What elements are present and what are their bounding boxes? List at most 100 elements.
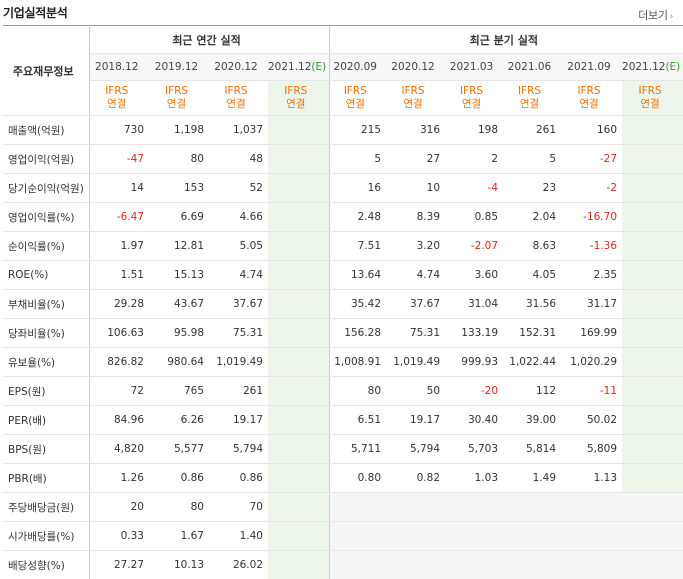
value-cell xyxy=(328,550,387,579)
value-cell: 37.67 xyxy=(209,289,268,319)
table-row: 시가배당률(%) 0.33 1.67 1.40 xyxy=(3,521,683,551)
basis-scope: 연결 xyxy=(107,98,127,110)
value-cell: 4,820 xyxy=(89,434,149,464)
more-link[interactable]: 더보기 › xyxy=(638,7,673,23)
value-cell: 4.05 xyxy=(503,260,562,290)
value-cell: 2.04 xyxy=(503,202,562,232)
value-cell: 133.19 xyxy=(445,318,504,348)
basis-cell: IFRS 연결 xyxy=(386,80,446,116)
value-cell: 84.96 xyxy=(89,405,149,435)
table-row: ROE(%) 1.51 15.13 4.74 13.64 4.74 3.60 4.05 2.35 xyxy=(3,260,683,290)
basis-cell: IFRS 연결 xyxy=(89,80,149,116)
value-cell: 72 xyxy=(89,376,149,406)
basis-scope: 연결 xyxy=(226,98,246,110)
row-label: ROE(%) xyxy=(3,260,90,290)
value-cell xyxy=(622,202,683,232)
section-title: 기업실적분석 xyxy=(3,6,68,20)
value-cell xyxy=(622,231,683,261)
value-cell: 4.74 xyxy=(386,260,446,290)
row-label: 유보율(%) xyxy=(3,347,90,377)
basis-standard: IFRS xyxy=(459,85,484,97)
value-cell xyxy=(622,260,683,290)
value-cell: 37.67 xyxy=(386,289,446,319)
value-cell: 39.00 xyxy=(503,405,562,435)
row-label: BPS(원) xyxy=(3,434,90,464)
period-label: 2021.12 xyxy=(622,61,666,73)
value-cell: 75.31 xyxy=(209,318,268,348)
period-header: 2021.12(E) xyxy=(622,53,683,81)
value-cell: 3.20 xyxy=(386,231,446,261)
value-cell: 5,577 xyxy=(149,434,209,464)
value-cell: 31.17 xyxy=(561,289,623,319)
period-header: 2021.03 xyxy=(445,53,504,81)
row-header-label: 주요재무정보 xyxy=(3,25,90,116)
value-cell xyxy=(445,492,504,522)
value-cell xyxy=(268,202,330,232)
value-cell: 1.03 xyxy=(445,463,504,493)
value-cell: 80 xyxy=(149,492,209,522)
value-cell xyxy=(622,115,683,145)
more-link-label: 더보기 xyxy=(638,9,668,22)
value-cell: 2.48 xyxy=(328,202,387,232)
value-cell xyxy=(386,492,446,522)
value-cell: 19.17 xyxy=(209,405,268,435)
basis-cell: IFRS 연결 xyxy=(622,80,683,116)
value-cell: -16.70 xyxy=(561,202,623,232)
value-cell xyxy=(268,550,330,579)
basis-standard: IFRS xyxy=(284,85,308,97)
basis-scope: 연결 xyxy=(403,98,423,110)
value-cell: 26.02 xyxy=(209,550,268,579)
group-header-row: 주요재무정보 최근 연간 실적 최근 분기 실적 xyxy=(3,25,683,116)
value-cell: 1.26 xyxy=(89,463,149,493)
value-cell: 52 xyxy=(209,173,268,203)
value-cell xyxy=(622,376,683,406)
value-cell xyxy=(503,492,562,522)
basis-standard: IFRS xyxy=(343,85,367,97)
value-cell: 95.98 xyxy=(149,318,209,348)
value-cell xyxy=(561,550,623,579)
row-label: 배당성향(%) xyxy=(3,550,90,579)
estimate-marker: (E) xyxy=(311,61,327,73)
value-cell: 29.28 xyxy=(89,289,149,319)
value-cell xyxy=(561,521,623,551)
financial-table: 주요재무정보 최근 연간 실적 최근 분기 실적 2018.12 2019.12 2… xyxy=(3,25,683,579)
basis-header-row: IFRS 연결 IFRS 연결 IFRS 연결 IFRS 연결 IFRS 연결 IFRS 연결 IFRS… xyxy=(3,80,683,116)
value-cell: 13.64 xyxy=(328,260,387,290)
value-cell: 6.51 xyxy=(328,405,387,435)
table-row: 배당성향(%) 27.27 10.13 26.02 xyxy=(3,550,683,579)
value-cell xyxy=(503,550,562,579)
value-cell: 4.66 xyxy=(209,202,268,232)
period-header: 2020.12 xyxy=(386,53,446,81)
value-cell xyxy=(268,521,330,551)
basis-standard: IFRS xyxy=(401,85,425,97)
value-cell: 5,809 xyxy=(561,434,623,464)
row-label: 영업이익(억원) xyxy=(3,144,90,174)
row-label: 순이익률(%) xyxy=(3,231,90,261)
quarter-group-header: 최근 분기 실적 xyxy=(328,25,683,54)
period-header: 2021.06 xyxy=(503,53,562,81)
basis-scope: 연결 xyxy=(345,98,365,110)
table-row: PBR(배) 1.26 0.86 0.86 0.80 0.82 1.03 1.49 1.13 xyxy=(3,463,683,493)
basis-cell: IFRS 연결 xyxy=(268,80,330,116)
value-cell: 765 xyxy=(149,376,209,406)
table-row: 매출액(억원) 730 1,198 1,037 215 316 198 261 160 xyxy=(3,115,683,145)
basis-cell: IFRS 연결 xyxy=(445,80,504,116)
value-cell: 27 xyxy=(386,144,446,174)
period-header: 2021.12(E) xyxy=(268,53,330,81)
table-row: 순이익률(%) 1.97 12.81 5.05 7.51 3.20 -2.07 8.63 -1.… xyxy=(3,231,683,261)
basis-cell: IFRS 연결 xyxy=(209,80,268,116)
value-cell: 1,037 xyxy=(209,115,268,145)
value-cell xyxy=(622,289,683,319)
value-cell: 152.31 xyxy=(503,318,562,348)
value-cell: 316 xyxy=(386,115,446,145)
value-cell: 160 xyxy=(561,115,623,145)
value-cell xyxy=(268,115,330,145)
table-row: 주당배당금(원) 20 80 70 xyxy=(3,492,683,522)
value-cell: 999.93 xyxy=(445,347,504,377)
row-label: 당좌비율(%) xyxy=(3,318,90,348)
value-cell: 4.74 xyxy=(209,260,268,290)
value-cell: 19.17 xyxy=(386,405,446,435)
value-cell xyxy=(561,492,623,522)
value-cell xyxy=(622,434,683,464)
value-cell: 1.49 xyxy=(503,463,562,493)
